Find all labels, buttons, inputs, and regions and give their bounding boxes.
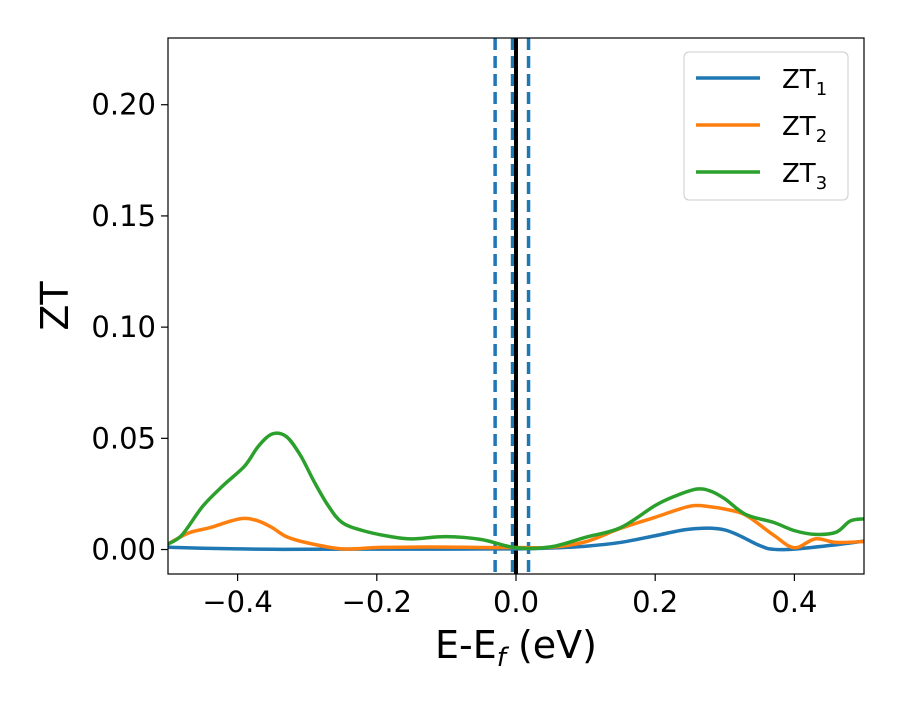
series-line-zt3 [168, 431, 864, 551]
series-line-zt1 [168, 526, 864, 552]
series-lines [168, 431, 864, 552]
series-line-zt2 [168, 503, 864, 551]
y-axis-ticks: 0.00 0.05 0.10 0.15 0.20 [91, 88, 168, 567]
y-tick-label: 0.05 [91, 421, 156, 455]
y-tick-label: 0.00 [91, 533, 156, 567]
x-axis-label: E-Ef (eV) [435, 623, 597, 673]
x-tick-label: 0.0 [493, 585, 539, 619]
x-tick-label: −0.4 [202, 585, 272, 619]
vertical-reference-lines [493, 38, 531, 574]
x-axis-ticks: −0.4 −0.2 0.0 0.2 0.4 [202, 574, 817, 619]
legend-frame [683, 51, 849, 201]
y-tick-label: 0.20 [91, 88, 156, 122]
x-tick-label: −0.2 [342, 585, 412, 619]
y-axis-label: ZT [33, 281, 77, 331]
x-tick-label: 0.2 [632, 585, 678, 619]
y-tick-label: 0.15 [91, 199, 156, 233]
x-tick-label: 0.4 [771, 585, 817, 619]
legend: ZT1 ZT2 ZT3 [683, 51, 849, 201]
y-tick-label: 0.10 [91, 310, 156, 344]
legend-label-zt2: ZT2 [782, 112, 827, 147]
x-axis-label-unit: (eV) [506, 623, 597, 667]
legend-label-zt3: ZT3 [782, 159, 827, 194]
legend-label-zt1: ZT1 [782, 65, 827, 100]
